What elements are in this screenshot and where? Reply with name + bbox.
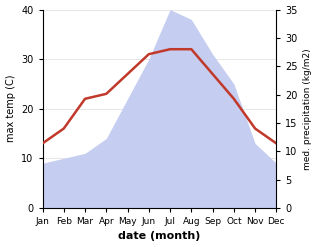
Y-axis label: med. precipitation (kg/m2): med. precipitation (kg/m2) [303, 48, 313, 169]
Y-axis label: max temp (C): max temp (C) [5, 75, 16, 143]
X-axis label: date (month): date (month) [118, 231, 201, 242]
